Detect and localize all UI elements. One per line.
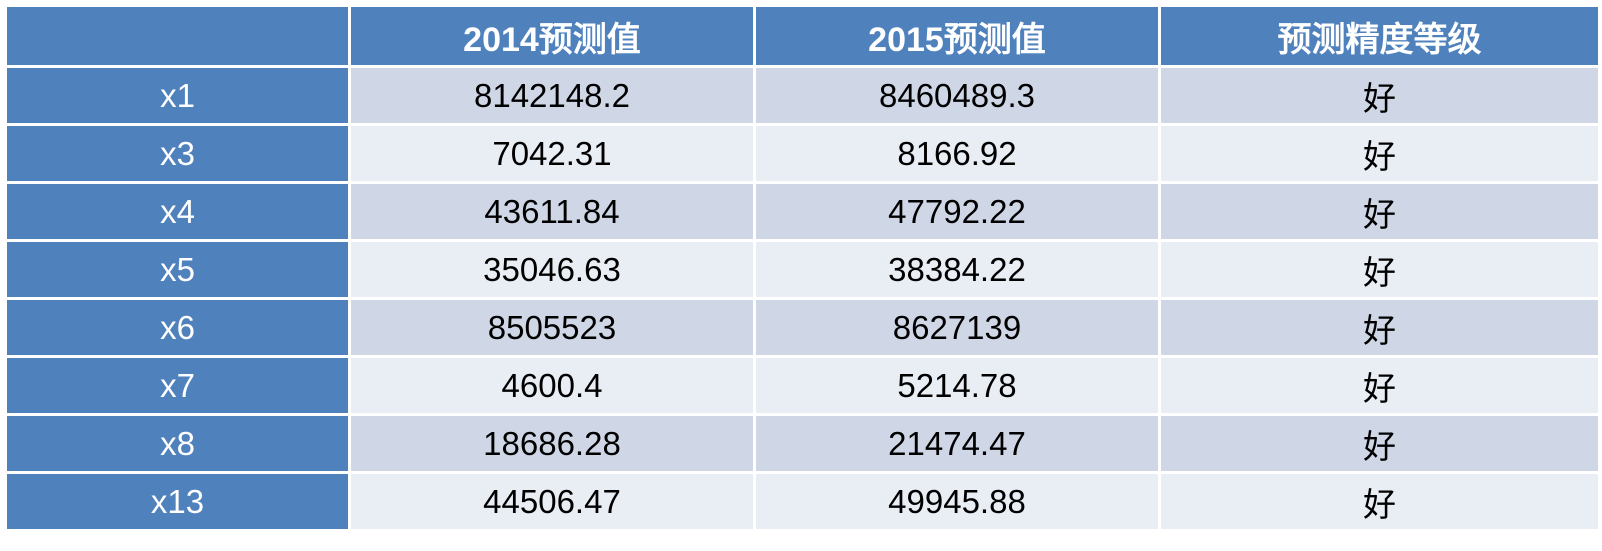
header-2014-forecast: 2014预测值 (348, 4, 756, 68)
forecast-2014-cell: 4600.4 (348, 355, 756, 416)
table-row: x13 44506.47 49945.88 好 (4, 471, 1601, 532)
forecast-2015-cell: 38384.22 (753, 239, 1161, 300)
forecast-2014-cell: 35046.63 (348, 239, 756, 300)
forecast-2014-cell: 43611.84 (348, 181, 756, 242)
row-label: x8 (4, 413, 351, 474)
forecast-2014-cell: 18686.28 (348, 413, 756, 474)
forecast-2014-cell: 8505523 (348, 297, 756, 358)
row-label: x1 (4, 65, 351, 126)
accuracy-grade-cell: 好 (1158, 239, 1601, 300)
header-corner-cell (4, 4, 351, 68)
table-row: x5 35046.63 38384.22 好 (4, 239, 1601, 300)
table-row: x7 4600.4 5214.78 好 (4, 355, 1601, 416)
accuracy-grade-cell: 好 (1158, 181, 1601, 242)
table-row: x3 7042.31 8166.92 好 (4, 123, 1601, 184)
forecast-2015-cell: 8166.92 (753, 123, 1161, 184)
header-accuracy-grade: 预测精度等级 (1158, 4, 1601, 68)
table-row: x8 18686.28 21474.47 好 (4, 413, 1601, 474)
forecast-2015-cell: 49945.88 (753, 471, 1161, 532)
accuracy-grade-cell: 好 (1158, 297, 1601, 358)
table-body: x1 8142148.2 8460489.3 好 x3 7042.31 8166… (4, 65, 1601, 532)
row-label: x4 (4, 181, 351, 242)
accuracy-grade-cell: 好 (1158, 123, 1601, 184)
forecast-2015-cell: 21474.47 (753, 413, 1161, 474)
forecast-2014-cell: 44506.47 (348, 471, 756, 532)
row-label: x6 (4, 297, 351, 358)
header-2015-forecast: 2015预测值 (753, 4, 1161, 68)
accuracy-grade-cell: 好 (1158, 65, 1601, 126)
forecast-2015-cell: 47792.22 (753, 181, 1161, 242)
forecast-table: 2014预测值 2015预测值 预测精度等级 x1 8142148.2 8460… (4, 4, 1601, 532)
row-label: x3 (4, 123, 351, 184)
table-header: 2014预测值 2015预测值 预测精度等级 (4, 4, 1601, 68)
row-label: x5 (4, 239, 351, 300)
accuracy-grade-cell: 好 (1158, 355, 1601, 416)
table-row: x1 8142148.2 8460489.3 好 (4, 65, 1601, 126)
accuracy-grade-cell: 好 (1158, 413, 1601, 474)
header-row: 2014预测值 2015预测值 预测精度等级 (4, 4, 1601, 68)
row-label: x13 (4, 471, 351, 532)
forecast-2015-cell: 5214.78 (753, 355, 1161, 416)
forecast-2015-cell: 8460489.3 (753, 65, 1161, 126)
accuracy-grade-cell: 好 (1158, 471, 1601, 532)
forecast-2015-cell: 8627139 (753, 297, 1161, 358)
table-row: x6 8505523 8627139 好 (4, 297, 1601, 358)
forecast-2014-cell: 7042.31 (348, 123, 756, 184)
table-row: x4 43611.84 47792.22 好 (4, 181, 1601, 242)
row-label: x7 (4, 355, 351, 416)
forecast-2014-cell: 8142148.2 (348, 65, 756, 126)
